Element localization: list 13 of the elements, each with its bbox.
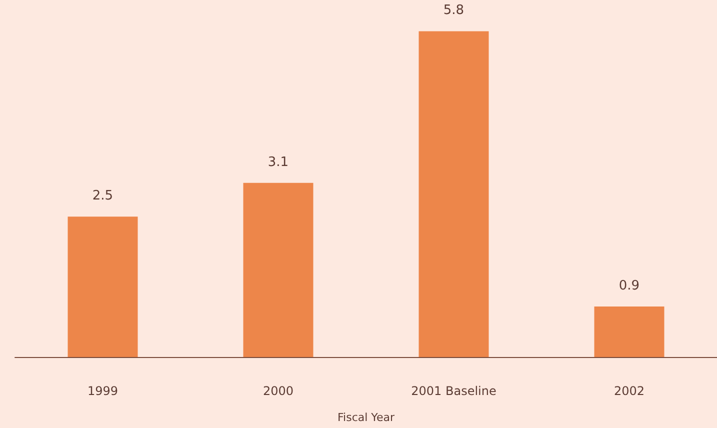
data-label: 5.8 (443, 3, 464, 18)
x-tick-label: 2002 (614, 384, 645, 398)
bar (243, 182, 314, 357)
x-axis-title: Fiscal Year (338, 411, 395, 424)
bar (418, 31, 489, 357)
x-tick-label: 2001 Baseline (411, 384, 496, 398)
data-label: 0.9 (618, 278, 640, 294)
bar (68, 216, 138, 357)
x-tick-label: 1999 (87, 384, 118, 398)
bar (594, 306, 664, 357)
data-label: 2.5 (92, 188, 114, 204)
x-tick-label: 2000 (262, 384, 294, 398)
data-label: 3.1 (268, 154, 289, 170)
